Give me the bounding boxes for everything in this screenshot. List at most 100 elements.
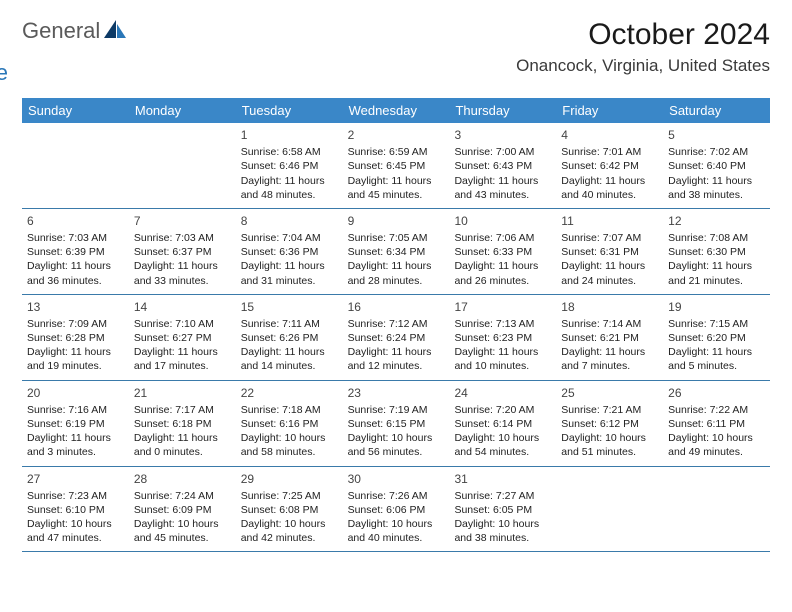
calendar-day: 3Sunrise: 7:00 AMSunset: 6:43 PMDaylight… (449, 123, 556, 208)
daylight-line: Daylight: 10 hours and 54 minutes. (454, 431, 551, 459)
calendar-week: 20Sunrise: 7:16 AMSunset: 6:19 PMDayligh… (22, 381, 770, 467)
sunset-line: Sunset: 6:45 PM (348, 159, 445, 173)
daylight-line: Daylight: 11 hours and 7 minutes. (561, 345, 658, 373)
daylight-line: Daylight: 11 hours and 24 minutes. (561, 259, 658, 287)
sunset-line: Sunset: 6:11 PM (668, 417, 765, 431)
calendar-day: 6Sunrise: 7:03 AMSunset: 6:39 PMDaylight… (22, 209, 129, 294)
sunset-line: Sunset: 6:15 PM (348, 417, 445, 431)
day-number: 24 (454, 385, 551, 401)
day-number: 9 (348, 213, 445, 229)
calendar-day: 1Sunrise: 6:58 AMSunset: 6:46 PMDaylight… (236, 123, 343, 208)
sunset-line: Sunset: 6:12 PM (561, 417, 658, 431)
daylight-line: Daylight: 11 hours and 14 minutes. (241, 345, 338, 373)
calendar-day: 22Sunrise: 7:18 AMSunset: 6:16 PMDayligh… (236, 381, 343, 466)
day-number: 26 (668, 385, 765, 401)
weekday-sunday: Sunday (22, 98, 129, 123)
weekday-wednesday: Wednesday (343, 98, 450, 123)
calendar-day: 21Sunrise: 7:17 AMSunset: 6:18 PMDayligh… (129, 381, 236, 466)
sunrise-line: Sunrise: 7:11 AM (241, 317, 338, 331)
sail-icon (102, 18, 128, 44)
calendar-day: 20Sunrise: 7:16 AMSunset: 6:19 PMDayligh… (22, 381, 129, 466)
calendar-day: 30Sunrise: 7:26 AMSunset: 6:06 PMDayligh… (343, 467, 450, 552)
day-number: 15 (241, 299, 338, 315)
day-number: 21 (134, 385, 231, 401)
day-number: 19 (668, 299, 765, 315)
daylight-line: Daylight: 11 hours and 33 minutes. (134, 259, 231, 287)
daylight-line: Daylight: 10 hours and 47 minutes. (27, 517, 124, 545)
calendar-day: 4Sunrise: 7:01 AMSunset: 6:42 PMDaylight… (556, 123, 663, 208)
calendar-day: 14Sunrise: 7:10 AMSunset: 6:27 PMDayligh… (129, 295, 236, 380)
calendar-day: 10Sunrise: 7:06 AMSunset: 6:33 PMDayligh… (449, 209, 556, 294)
day-number: 20 (27, 385, 124, 401)
daylight-line: Daylight: 10 hours and 38 minutes. (454, 517, 551, 545)
logo-text-blue: Blue (0, 62, 8, 84)
calendar-week: 13Sunrise: 7:09 AMSunset: 6:28 PMDayligh… (22, 295, 770, 381)
sunset-line: Sunset: 6:33 PM (454, 245, 551, 259)
day-number: 17 (454, 299, 551, 315)
header: General Blue October 2024 Onancock, Virg… (22, 18, 770, 84)
day-number: 1 (241, 127, 338, 143)
sunrise-line: Sunrise: 7:18 AM (241, 403, 338, 417)
day-number: 4 (561, 127, 658, 143)
sunset-line: Sunset: 6:21 PM (561, 331, 658, 345)
day-number: 2 (348, 127, 445, 143)
day-number: 16 (348, 299, 445, 315)
sunrise-line: Sunrise: 7:25 AM (241, 489, 338, 503)
calendar-week: 1 Sunrise: 6:58 AMSunset: 6:46 PM Daylight… (22, 123, 770, 209)
daylight-line: Daylight: 11 hours and 10 minutes. (454, 345, 551, 373)
sunrise-line: Sunrise: 7:27 AM (454, 489, 551, 503)
sunset-line: Sunset: 6:06 PM (348, 503, 445, 517)
sunset-line: Sunset: 6:16 PM (241, 417, 338, 431)
calendar-week: 27Sunrise: 7:23 AMSunset: 6:10 PMDayligh… (22, 467, 770, 553)
day-number: 27 (27, 471, 124, 487)
daylight-line: Daylight: 11 hours and 38 minutes. (668, 174, 765, 202)
daylight-line: Daylight: 10 hours and 45 minutes. (134, 517, 231, 545)
sunset-line: Sunset: 6:05 PM (454, 503, 551, 517)
day-number: 14 (134, 299, 231, 315)
sunset-line: Sunset: 6:18 PM (134, 417, 231, 431)
sunrise-line: Sunrise: 7:15 AM (668, 317, 765, 331)
sunset-line: Sunset: 6:19 PM (27, 417, 124, 431)
sunset-line: Sunset: 6:20 PM (668, 331, 765, 345)
calendar-day-empty (663, 467, 770, 552)
calendar-day: 24Sunrise: 7:20 AMSunset: 6:14 PMDayligh… (449, 381, 556, 466)
calendar-day: 16Sunrise: 7:12 AMSunset: 6:24 PMDayligh… (343, 295, 450, 380)
daylight-line: Daylight: 11 hours and 5 minutes. (668, 345, 765, 373)
sunset-line: Sunset: 6:28 PM (27, 331, 124, 345)
sunrise-line: Sunrise: 7:14 AM (561, 317, 658, 331)
sunrise-line: Sunrise: 7:12 AM (348, 317, 445, 331)
daylight-line: Daylight: 10 hours and 58 minutes. (241, 431, 338, 459)
daylight-line: Daylight: 11 hours and 26 minutes. (454, 259, 551, 287)
day-number: 8 (241, 213, 338, 229)
weeks-container: 1 Sunrise: 6:58 AMSunset: 6:46 PM Daylight… (22, 123, 770, 552)
day-number: 3 (454, 127, 551, 143)
sunset-line: Sunset: 6:31 PM (561, 245, 658, 259)
calendar-day: 15 Sunrise: 7:11 AMSunset: 6:26 PMDayligh… (236, 295, 343, 380)
sunrise-line: Sunrise: 6:58 AM (241, 145, 338, 159)
sunrise-line: Sunrise: 7:01 AM (561, 145, 658, 159)
sunset-line: Sunset: 6:46 PM (241, 159, 338, 173)
calendar-day: 7Sunrise: 7:03 AMSunset: 6:37 PMDaylight… (129, 209, 236, 294)
sunset-line: Sunset: 6:14 PM (454, 417, 551, 431)
day-number: 11 (561, 213, 658, 229)
weekday-friday: Friday (556, 98, 663, 123)
sunrise-line: Sunrise: 7:17 AM (134, 403, 231, 417)
sunrise-line: Sunrise: 7:02 AM (668, 145, 765, 159)
daylight-line: Daylight: 11 hours and 43 minutes. (454, 174, 551, 202)
daylight-line: Daylight: 10 hours and 51 minutes. (561, 431, 658, 459)
day-number: 5 (668, 127, 765, 143)
month-title: October 2024 (516, 18, 770, 52)
sunset-line: Sunset: 6:26 PM (241, 331, 338, 345)
sunrise-line: Sunrise: 7:26 AM (348, 489, 445, 503)
calendar-day: 5Sunrise: 7:02 AMSunset: 6:40 PMDaylight… (663, 123, 770, 208)
day-number: 28 (134, 471, 231, 487)
calendar-day: 26Sunrise: 7:22 AMSunset: 6:11 PMDayligh… (663, 381, 770, 466)
sunrise-line: Sunrise: 7:21 AM (561, 403, 658, 417)
sunrise-line: Sunrise: 7:03 AM (134, 231, 231, 245)
sunrise-line: Sunrise: 7:13 AM (454, 317, 551, 331)
day-number: 31 (454, 471, 551, 487)
calendar-day: 27Sunrise: 7:23 AMSunset: 6:10 PMDayligh… (22, 467, 129, 552)
location: Onancock, Virginia, United States (516, 56, 770, 76)
calendar-day-empty (22, 123, 129, 208)
sunset-line: Sunset: 6:36 PM (241, 245, 338, 259)
